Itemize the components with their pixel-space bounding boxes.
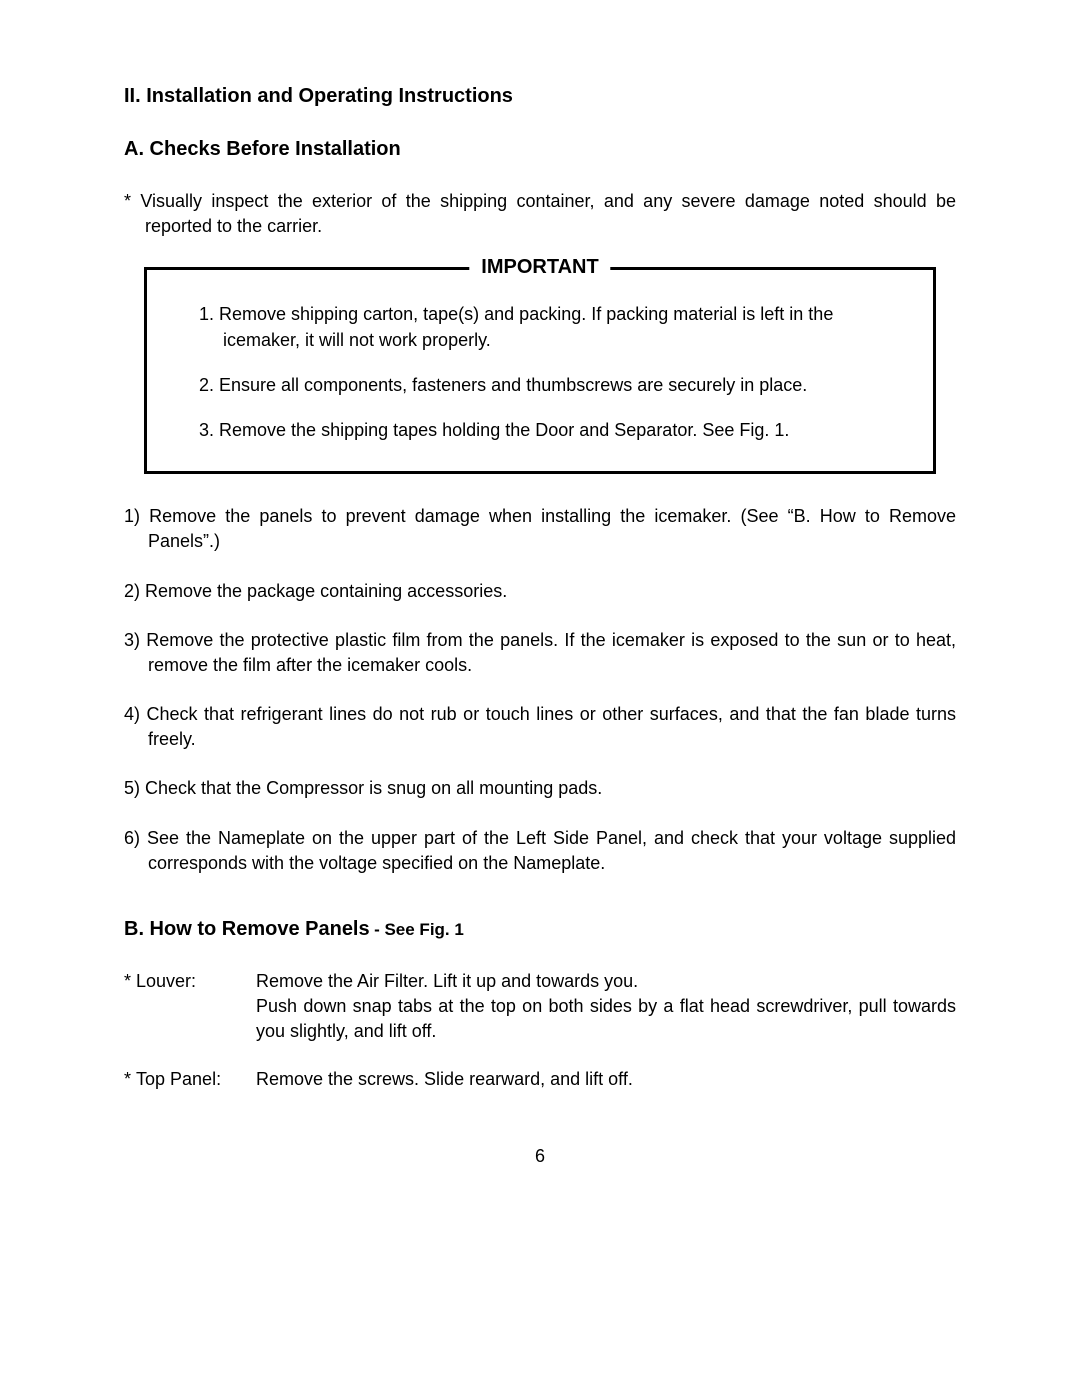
panel-description: Remove the Air Filter. Lift it up and to… <box>256 969 956 1045</box>
panel-description: Remove the screws. Slide rearward, and l… <box>256 1067 956 1092</box>
panel-label: * Top Panel: <box>124 1067 256 1092</box>
panel-label: * Louver: <box>124 969 256 1045</box>
page-number: 6 <box>535 1146 545 1167</box>
important-item: 2. Ensure all components, fasteners and … <box>175 373 905 398</box>
panel-removal-item: * Louver: Remove the Air Filter. Lift it… <box>124 969 956 1045</box>
numbered-step: 6) See the Nameplate on the upper part o… <box>124 826 956 876</box>
important-callout-box: IMPORTANT 1. Remove shipping carton, tap… <box>144 267 936 474</box>
numbered-step: 4) Check that refrigerant lines do not r… <box>124 702 956 752</box>
subsection-b-suffix: - See Fig. 1 <box>374 920 464 939</box>
important-label: IMPORTANT <box>469 256 610 279</box>
intro-star-item: * Visually inspect the exterior of the s… <box>124 189 956 239</box>
important-item: 3. Remove the shipping tapes holding the… <box>175 418 905 443</box>
numbered-step: 1) Remove the panels to prevent damage w… <box>124 504 956 554</box>
panel-removal-item: * Top Panel: Remove the screws. Slide re… <box>124 1067 956 1092</box>
subsection-a-heading: A. Checks Before Installation <box>124 138 956 161</box>
important-item: 1. Remove shipping carton, tape(s) and p… <box>175 302 905 352</box>
subsection-b-heading: B. How to Remove Panels <box>124 918 370 940</box>
section-heading: II. Installation and Operating Instructi… <box>124 85 956 108</box>
numbered-step: 2) Remove the package containing accesso… <box>124 579 956 604</box>
numbered-step: 3) Remove the protective plastic film fr… <box>124 628 956 678</box>
subsection-b-heading-row: B. How to Remove Panels - See Fig. 1 <box>124 918 956 941</box>
numbered-step: 5) Check that the Compressor is snug on … <box>124 776 956 801</box>
